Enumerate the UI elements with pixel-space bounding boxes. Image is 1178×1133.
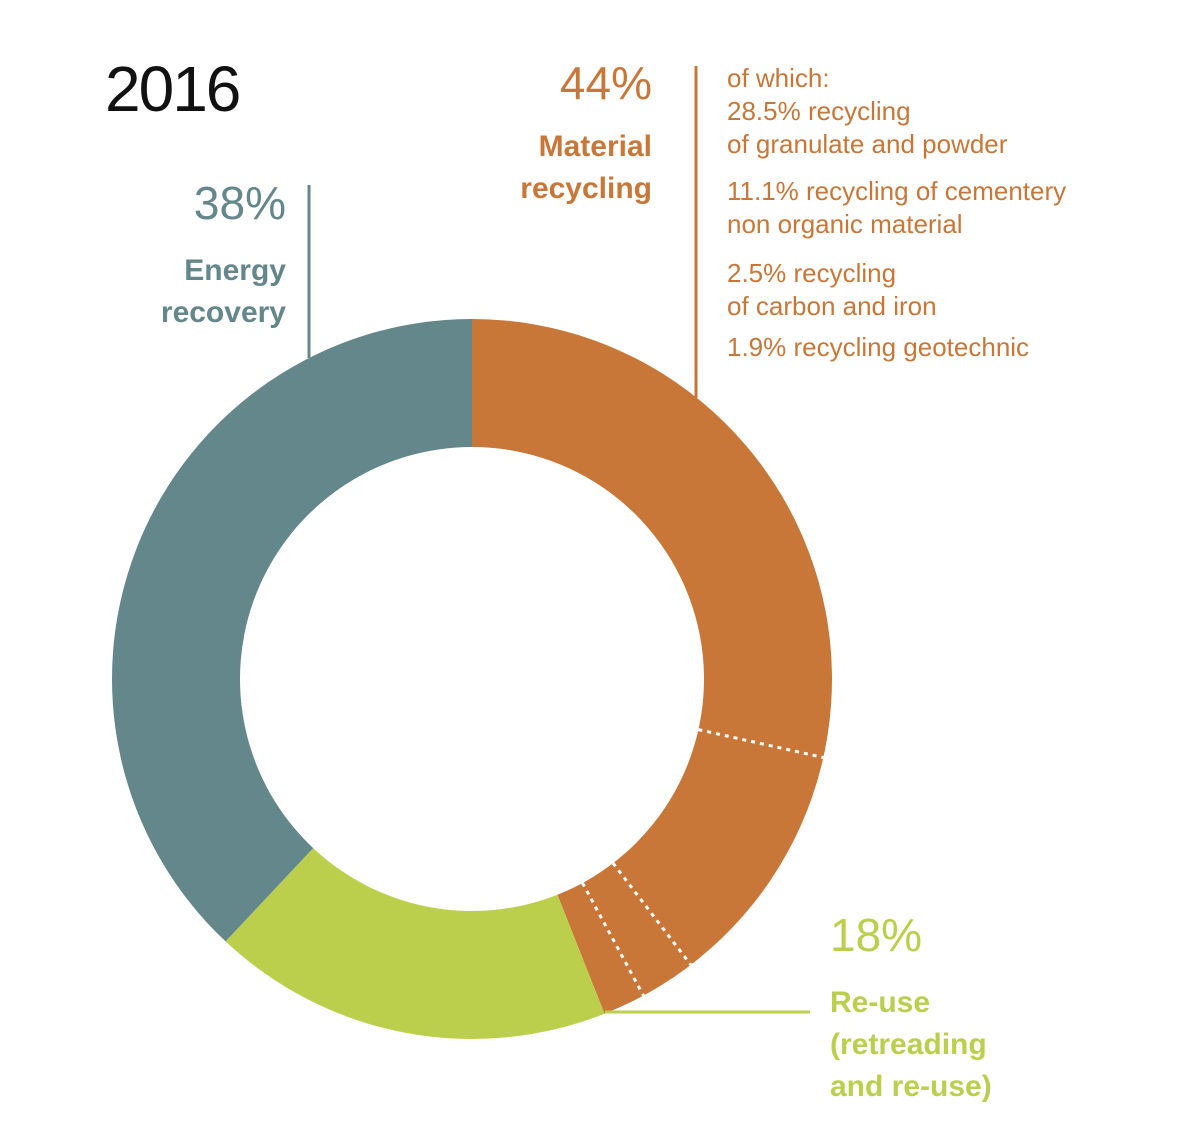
- breakdown-divider: [581, 882, 645, 997]
- donut-slice-re-use-retreading-and-re-use: [225, 848, 605, 1039]
- reuse-label-line2: (retreading: [830, 1028, 987, 1061]
- material-percent: 44%: [559, 57, 652, 109]
- material-breakdown: of which: 28.5% recycling of granulate a…: [727, 62, 1066, 364]
- energy-label: Energy recovery: [161, 250, 286, 334]
- material-label-line2: recycling: [520, 172, 652, 205]
- breakdown-granulate-line1: 28.5% recycling: [727, 96, 911, 126]
- breakdown-carbon-line1: 2.5% recycling: [727, 258, 897, 288]
- energy-label-line1: Energy: [184, 254, 286, 287]
- donut-slice-material-recycling: [472, 319, 833, 1014]
- breakdown-divider: [698, 728, 824, 759]
- reuse-label-line3: and re-use): [830, 1070, 992, 1103]
- breakdown-geotechnic-line1: 1.9% recycling geotechnic: [727, 332, 1030, 362]
- donut-slice-energy-recovery: [111, 319, 472, 942]
- chart-title-year: 2016: [105, 53, 241, 125]
- material-label: Material recycling: [520, 126, 652, 210]
- reuse-percent: 18%: [830, 909, 923, 961]
- breakdown-carbon-line2: of carbon and iron: [727, 291, 937, 321]
- reuse-label: Re-use (retreading and re-use): [830, 982, 992, 1108]
- breakdown-granulate-line2: of granulate and powder: [727, 129, 1008, 159]
- breakdown-cementery-line1: 11.1% recycling of cementery: [727, 176, 1067, 206]
- energy-label-line2: recovery: [160, 296, 286, 329]
- reuse-label-line1: Re-use: [830, 986, 931, 1019]
- breakdown-intro: of which:: [727, 63, 830, 93]
- material-label-line1: Material: [538, 130, 652, 163]
- breakdown-divider: [611, 862, 693, 966]
- energy-percent: 38%: [193, 177, 286, 229]
- breakdown-cementery-line2: non organic material: [727, 209, 963, 239]
